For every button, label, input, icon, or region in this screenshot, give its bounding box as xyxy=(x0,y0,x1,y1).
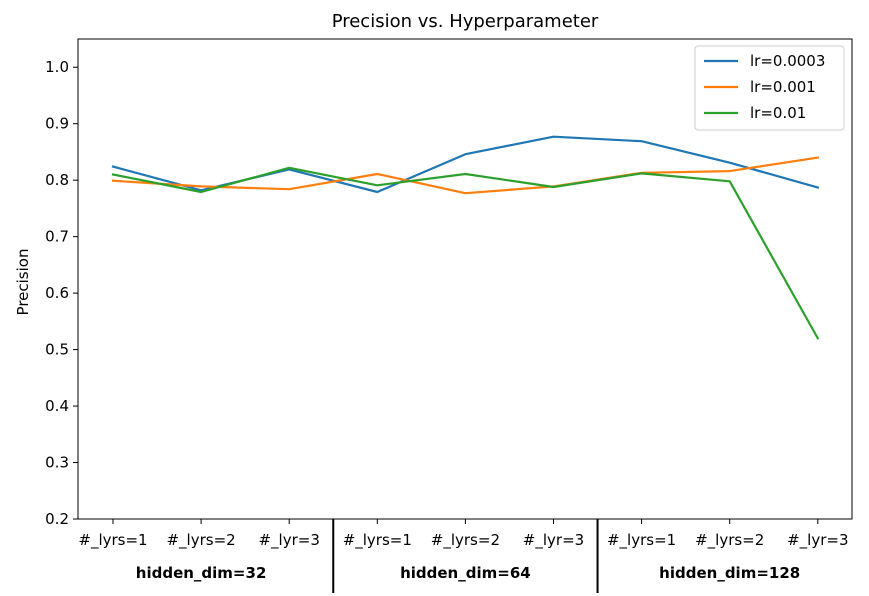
group-label: hidden_dim=32 xyxy=(136,564,267,582)
series-line-2 xyxy=(111,166,820,340)
series-line-1 xyxy=(111,156,820,195)
legend-label-2: lr=0.01 xyxy=(750,104,806,122)
y-axis-label: Precision xyxy=(14,249,32,316)
series-layer xyxy=(111,135,820,340)
legend: lr=0.0003 lr=0.001 lr=0.01 xyxy=(694,45,845,131)
axes-layer: 0.2 0.3 0.4 0.5 0.6 0.7 0.8 0.9 1.0 #_lyrs=1 #_lyr… xyxy=(45,38,853,593)
group-label: hidden_dim=128 xyxy=(659,564,800,582)
chart-title: Precision vs. Hyperparameter xyxy=(332,11,599,32)
y-tick-label: 0.7 xyxy=(45,228,69,246)
legend-label-0: lr=0.0003 xyxy=(750,52,825,70)
y-tick-label: 0.9 xyxy=(45,115,69,133)
y-tick-label: 0.6 xyxy=(45,284,69,302)
x-tick-label: #_lyrs=2 xyxy=(166,531,235,550)
y-tick-label: 0.2 xyxy=(45,510,69,528)
x-tick-label: #_lyr=3 xyxy=(258,531,319,550)
x-tick-label: #_lyrs=2 xyxy=(431,531,500,550)
y-tick-label: 0.3 xyxy=(45,454,69,472)
x-tick-label: #_lyrs=1 xyxy=(78,531,147,550)
x-tick-label: #_lyrs=1 xyxy=(607,531,676,550)
y-tick-label: 0.5 xyxy=(45,341,69,359)
x-tick-label: #_lyrs=2 xyxy=(695,531,764,550)
legend-label-1: lr=0.001 xyxy=(750,78,816,96)
group-label: hidden_dim=64 xyxy=(400,564,531,582)
x-tick-label: #_lyrs=1 xyxy=(343,531,412,550)
x-tick-label: #_lyr=3 xyxy=(523,531,584,550)
legend-box xyxy=(694,45,845,131)
y-tick-label: 0.4 xyxy=(45,397,69,415)
x-tick-label: #_lyr=3 xyxy=(787,531,848,550)
y-tick-label: 1.0 xyxy=(45,58,69,76)
y-tick-label: 0.8 xyxy=(45,171,69,189)
